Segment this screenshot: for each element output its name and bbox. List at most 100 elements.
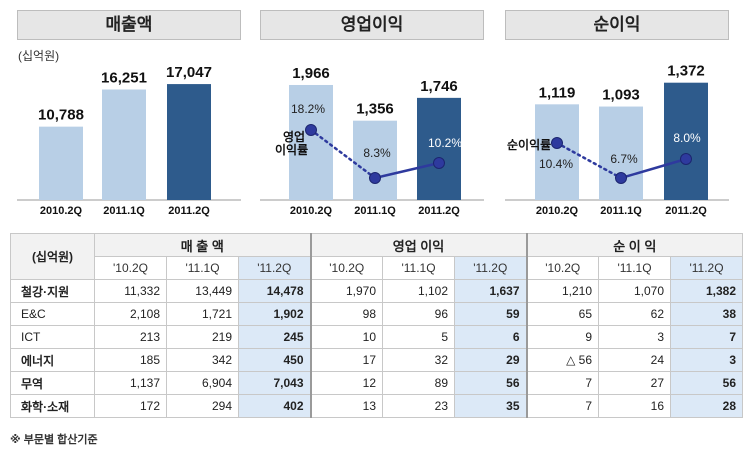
table-cell: 62: [598, 302, 671, 326]
margin-line-segment: [555, 141, 623, 180]
x-tick-label: 2010.2Q: [536, 205, 579, 217]
table-cell: 1,137: [94, 371, 167, 395]
bar: [39, 126, 83, 200]
period-header: '11.1Q: [382, 256, 455, 280]
period-header: '11.2Q: [670, 256, 743, 280]
period-header: '10.2Q: [309, 256, 383, 280]
table-cell: 294: [166, 394, 239, 418]
table-row: 철강·지원 11,332 13,449 14,478 1,970 1,102 1,637 1,…: [10, 279, 743, 303]
bar: [167, 84, 211, 200]
table-cell: 56: [670, 371, 743, 395]
table-cell: 28: [670, 394, 743, 418]
bar: [353, 120, 397, 200]
margin-series-label: 영업: [283, 129, 305, 144]
table-cell: 9: [525, 325, 599, 349]
table-unit-cell: (십억원): [10, 233, 95, 280]
table-cell: 6,904: [166, 371, 239, 395]
segment-table: (십억원) 매 출 액 영업 이익 순 이 익 '10.2Q '11.1Q '1…: [10, 233, 743, 418]
row-label: ICT: [10, 325, 95, 349]
table-cell: 1,970: [309, 279, 383, 303]
bar: [417, 97, 461, 200]
margin-line-segment: [309, 128, 377, 180]
bar-value-label: 1,746: [420, 78, 458, 95]
period-header: '10.2Q: [525, 256, 599, 280]
bar-value-label: 1,093: [602, 87, 640, 104]
period-header: '10.2Q: [94, 256, 167, 280]
table-cell: 7,043: [238, 371, 311, 395]
table-cell: 27: [598, 371, 671, 395]
table-cell: 65: [525, 302, 599, 326]
margin-point: [551, 137, 563, 149]
table-cell: △ 56: [525, 348, 599, 372]
margin-series-label: 이익률: [275, 142, 308, 157]
table-cell: 245: [238, 325, 311, 349]
table-cell: 3: [670, 348, 743, 372]
margin-value-label: 8.0%: [673, 131, 701, 145]
bar-value-label: 1,119: [539, 84, 576, 101]
footnote: ※ 부문별 합산기준: [10, 434, 98, 446]
bar-value-label: 16,251: [101, 69, 147, 86]
x-tick-label: 2011.2Q: [665, 205, 707, 217]
bar: [664, 82, 708, 200]
table-cell: 219: [166, 325, 239, 349]
margin-value-label: 8.3%: [363, 146, 391, 160]
margin-value-label: 10.2%: [428, 136, 462, 150]
panel-title-sales: 매출액: [17, 10, 241, 40]
table-cell: 7: [525, 394, 599, 418]
panel-title-net-income: 순이익: [505, 10, 729, 40]
margin-series-label: 순이익률: [507, 137, 551, 152]
panel-title-operating-income: 영업이익: [260, 10, 484, 40]
table-cell: 98: [309, 302, 383, 326]
table-cell: 7: [525, 371, 599, 395]
period-header: '11.1Q: [166, 256, 239, 280]
row-label: 무역: [10, 371, 95, 395]
table-cell: 172: [94, 394, 167, 418]
table-cell: 14,478: [238, 279, 311, 303]
table-cell: 11,332: [94, 279, 167, 303]
bar-value-label: 1,966: [292, 65, 330, 82]
table-cell: 32: [382, 348, 455, 372]
bar-value-label: 1,372: [667, 63, 705, 80]
table-row: E&C 2,108 1,721 1,902 98 96 59 65 62 38: [10, 302, 743, 326]
table-cell: 24: [598, 348, 671, 372]
table-group-header: 매 출 액: [94, 233, 311, 257]
table-cell: 1,102: [382, 279, 455, 303]
x-tick-label: 2010.2Q: [40, 205, 83, 217]
table-cell: 59: [454, 302, 527, 326]
table-row: 무역 1,137 6,904 7,043 12 89 56 7 27 56: [10, 371, 743, 395]
row-label: 에너지: [10, 348, 95, 372]
table-cell: 56: [454, 371, 527, 395]
table-cell: 5: [382, 325, 455, 349]
row-label: 철강·지원: [10, 279, 95, 303]
table-cell: 17: [309, 348, 383, 372]
table-cell: 13,449: [166, 279, 239, 303]
x-tick-label: 2011.2Q: [168, 205, 210, 217]
table-cell: 2,108: [94, 302, 167, 326]
period-header: '11.2Q: [238, 256, 311, 280]
margin-point: [615, 172, 627, 184]
table-cell: 12: [309, 371, 383, 395]
table-cell: 1,637: [454, 279, 527, 303]
table-cell: 1,721: [166, 302, 239, 326]
table-cell: 450: [238, 348, 311, 372]
margin-line-segment: [620, 157, 687, 180]
table-cell: 10: [309, 325, 383, 349]
x-tick-label: 2011.1Q: [600, 205, 642, 217]
x-tick-label: 2010.2Q: [290, 205, 333, 217]
bar-value-label: 10,788: [38, 107, 84, 124]
table-cell: 7: [670, 325, 743, 349]
table-cell: 29: [454, 348, 527, 372]
margin-point: [433, 157, 445, 169]
table-cell: 402: [238, 394, 311, 418]
table-cell: 1,070: [598, 279, 671, 303]
table-cell: 6: [454, 325, 527, 349]
table-cell: 342: [166, 348, 239, 372]
table-cell: 1,382: [670, 279, 743, 303]
table-group-header: 영업 이익: [309, 233, 527, 257]
table-cell: 213: [94, 325, 167, 349]
table-cell: 3: [598, 325, 671, 349]
margin-point: [369, 172, 381, 184]
table-cell: 185: [94, 348, 167, 372]
margin-value-label: 18.2%: [291, 102, 325, 116]
margin-value-label: 10.4%: [539, 157, 573, 171]
